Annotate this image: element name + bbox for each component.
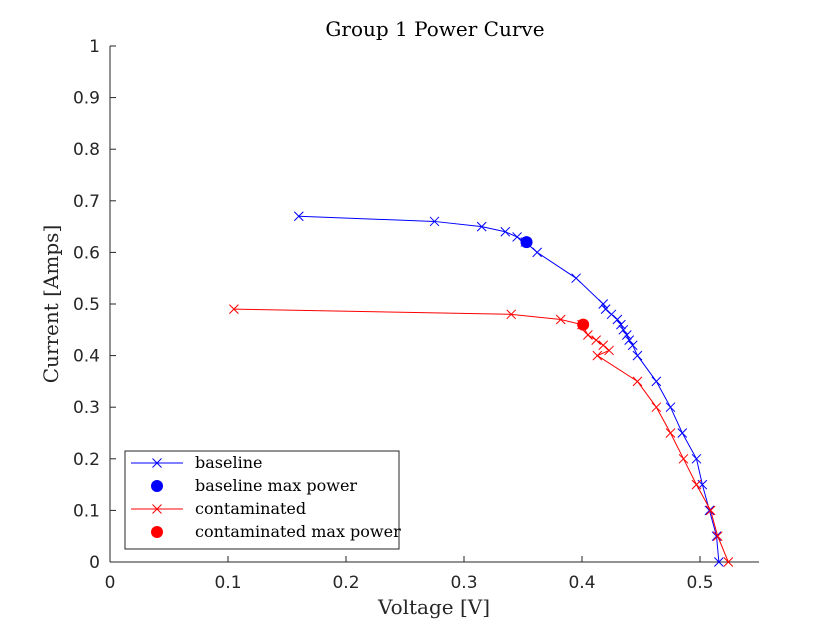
- legend-swatch-baseline-max-power: [151, 480, 163, 492]
- baseline-point: [606, 309, 617, 320]
- contaminated-point: [598, 340, 609, 351]
- baseline-point: [612, 314, 623, 325]
- contaminated-point: [651, 402, 662, 413]
- y-tick-label: 0: [89, 553, 100, 573]
- legend-swatch-contaminated-max-power: [151, 526, 163, 538]
- baseline-point: [532, 247, 543, 258]
- contaminated-point: [604, 345, 614, 356]
- x-tick-label: 0.4: [568, 573, 595, 593]
- y-tick-label: 0.8: [73, 140, 100, 160]
- baseline-point: [714, 557, 724, 567]
- legend: baseline baseline max power contaminated co…: [124, 450, 401, 550]
- legend-marker-contaminated: [152, 504, 162, 514]
- contaminated-point: [229, 304, 239, 315]
- x-tick-label: 0.5: [686, 573, 713, 593]
- baseline-point: [600, 304, 611, 315]
- baseline-point: [618, 324, 629, 335]
- contaminated-point: [555, 314, 566, 325]
- y-tick-label: 0.7: [73, 192, 100, 212]
- baseline-point: [476, 221, 487, 232]
- contaminated-point: [591, 335, 602, 345]
- y-tick-label: 0.1: [73, 501, 100, 521]
- baseline-point: [598, 299, 609, 309]
- baseline-point: [624, 335, 635, 345]
- baseline-point: [711, 531, 722, 542]
- x-axis-label: Voltage [V]: [377, 595, 490, 619]
- contaminated-point: [691, 479, 702, 490]
- baseline-point: [500, 226, 511, 237]
- contaminated-point: [506, 309, 517, 320]
- y-tick-label: 0.9: [73, 89, 100, 109]
- legend-label-contaminated: contaminated: [195, 499, 306, 518]
- y-tick-label: 0.4: [73, 347, 100, 367]
- baseline-point: [704, 505, 715, 516]
- baseline-point: [571, 273, 581, 284]
- baseline-max-power-point: [520, 236, 533, 249]
- legend-label-baseline: baseline: [195, 453, 262, 472]
- y-tick-label: 1: [89, 37, 100, 57]
- baseline-point: [429, 216, 440, 227]
- baseline-point: [616, 319, 626, 330]
- baseline-point: [293, 211, 304, 222]
- baseline-point: [651, 376, 662, 387]
- contaminated-point: [632, 376, 643, 387]
- legend-label-baseline-max-power: baseline max power: [195, 476, 357, 495]
- legend-label-contaminated-max-power: contaminated max power: [195, 522, 401, 541]
- contaminated-point: [665, 428, 676, 438]
- y-axis-label: Current [Amps]: [39, 225, 63, 384]
- y-tick-label: 0.5: [73, 295, 100, 315]
- chart-title: Group 1 Power Curve: [325, 17, 544, 41]
- contaminated-point: [705, 505, 716, 516]
- contaminated-point: [678, 453, 689, 464]
- contaminated-point: [583, 330, 593, 340]
- contaminated-point: [592, 350, 603, 361]
- baseline-point: [632, 350, 643, 361]
- legend-marker-baseline: [152, 458, 162, 468]
- plot-area: 0 0.1 0.2 0.3 0.4 0.5 0 0.1 0.2 0.3 0.4 0.5 0.6 0.7 0.…: [73, 37, 759, 593]
- baseline-point: [691, 453, 702, 464]
- x-tick-label: 0: [105, 573, 116, 593]
- baseline-point: [677, 428, 688, 438]
- x-tick-label: 0.2: [332, 573, 359, 593]
- legend-box: [124, 450, 400, 550]
- x-tick-label: 0.3: [450, 573, 477, 593]
- y-tick-label: 0.3: [73, 398, 100, 418]
- baseline-point: [665, 402, 676, 413]
- baseline-point: [627, 340, 638, 351]
- y-tick-label: 0.2: [73, 450, 100, 470]
- baseline-point: [621, 330, 632, 340]
- x-tick-label: 0.1: [214, 573, 241, 593]
- contaminated-point: [712, 531, 723, 542]
- contaminated-max-power-point: [577, 318, 590, 331]
- baseline-point: [512, 232, 522, 242]
- contaminated-point: [723, 557, 734, 567]
- y-tick-label: 0.6: [73, 243, 100, 263]
